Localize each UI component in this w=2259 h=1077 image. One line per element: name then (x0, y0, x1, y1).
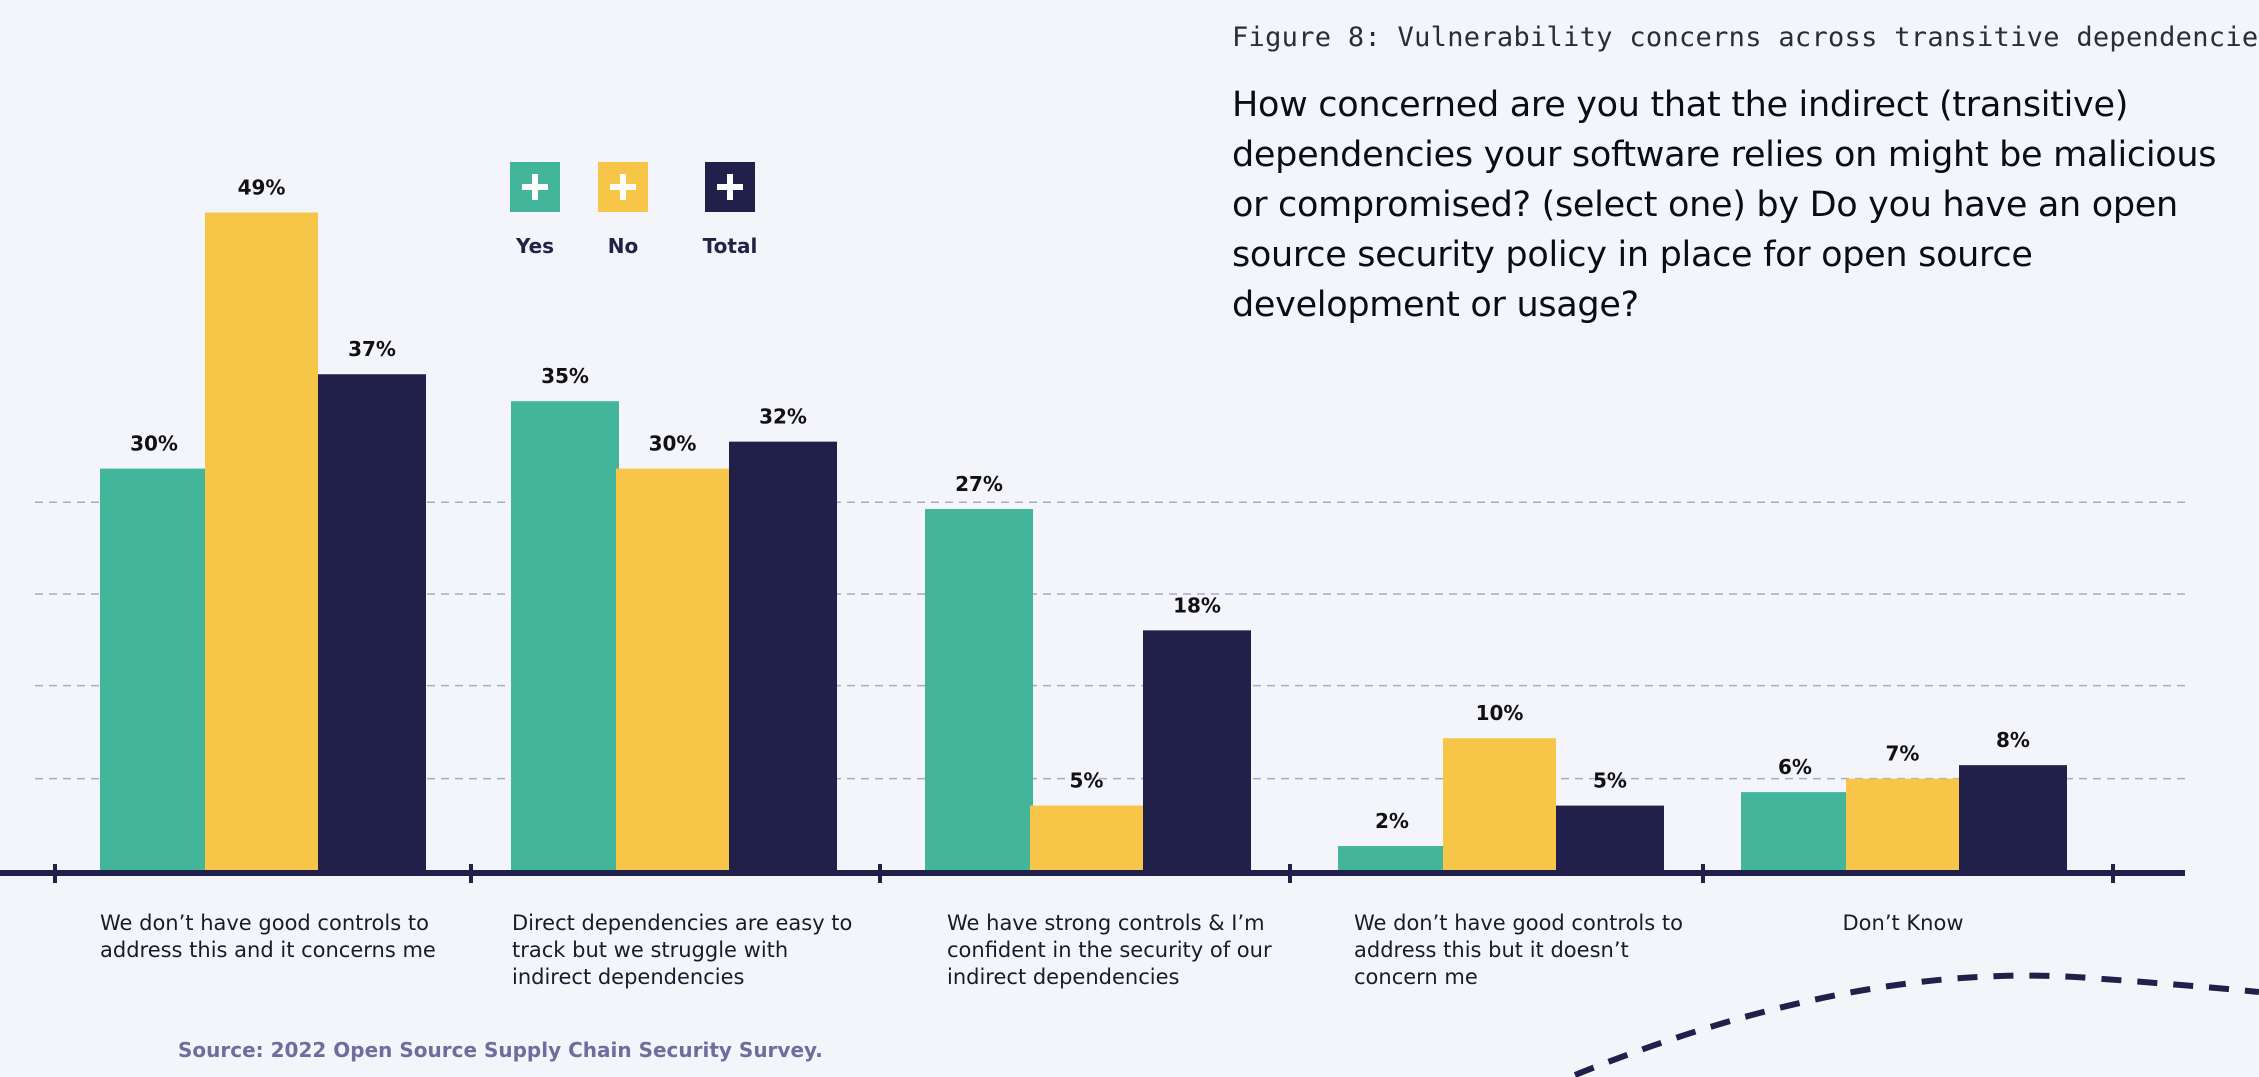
bar-yes-5 (1741, 792, 1849, 873)
value-label: 30% (130, 432, 178, 456)
bar-yes-3 (925, 509, 1033, 873)
plus-icon (510, 162, 560, 212)
chart-question: How concerned are you that the indirect … (1232, 85, 2217, 325)
bar-no-3 (1030, 805, 1143, 873)
bar-yes-1 (100, 468, 208, 873)
category-label: Don’t Know (1842, 911, 1964, 935)
value-label: 5% (1070, 769, 1104, 793)
legend-item-yes: Yes (495, 162, 575, 258)
source-note: Source: 2022 Open Source Supply Chain Se… (178, 1038, 823, 1062)
value-label: 10% (1476, 701, 1524, 725)
bar-total-3 (1143, 630, 1251, 873)
category-label: We don’t have good controls to address t… (1354, 911, 1683, 989)
value-labels: 30% 35% 27% 2% 6% 49% 30% 5% 10% 7% 37% 32% 18% 5% 8% (130, 175, 2030, 833)
value-label: 37% (348, 337, 396, 361)
value-label: 30% (649, 432, 697, 456)
bars (100, 212, 2067, 874)
bar-total-2 (729, 441, 837, 873)
category-label: We have strong controls & I’m confident … (947, 911, 1272, 989)
bar-no-5 (1846, 778, 1959, 873)
value-label: 8% (1996, 728, 2030, 752)
legend-label: Yes (515, 234, 555, 258)
value-label: 5% (1593, 769, 1627, 793)
legend-label: Total (702, 234, 758, 258)
value-label: 49% (238, 175, 286, 199)
decorative-dashed-arc (1573, 972, 2259, 1077)
bar-yes-2 (511, 401, 619, 873)
value-label: 7% (1886, 742, 1920, 766)
figure-label: Figure 8: Vulnerability concerns across … (1232, 22, 2259, 53)
value-label: 2% (1375, 809, 1409, 833)
bar-no-2 (616, 468, 729, 873)
value-label: 18% (1173, 593, 1221, 617)
category-label: Direct dependencies are easy to track bu… (512, 911, 853, 989)
bar-no-4 (1443, 738, 1556, 873)
plus-icon (598, 162, 648, 212)
bar-no-1 (205, 212, 318, 874)
category-label: We don’t have good controls to address t… (100, 911, 436, 962)
value-label: 6% (1778, 755, 1812, 779)
legend-label: No (607, 234, 639, 258)
bar-total-1 (318, 374, 426, 873)
value-label: 35% (541, 364, 589, 388)
x-axis (0, 864, 2185, 883)
bar-yes-4 (1338, 846, 1446, 873)
bar-total-4 (1556, 805, 1664, 873)
value-label: 32% (759, 405, 807, 429)
plus-icon (705, 162, 755, 212)
value-label: 27% (955, 472, 1003, 496)
legend-item-total: Total (690, 162, 770, 258)
legend-item-no: No (583, 162, 663, 258)
bar-total-5 (1959, 765, 2067, 873)
